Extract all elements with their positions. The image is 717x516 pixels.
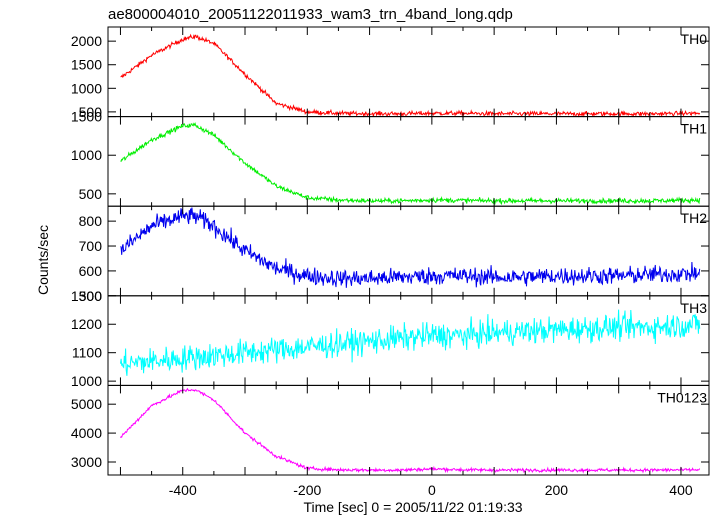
panel-th1: 500 1000 1500 TH1	[71, 109, 710, 207]
y-tick-label: 500	[79, 186, 103, 202]
y-tick-label: 700	[79, 238, 103, 254]
series-line-th0123	[120, 387, 701, 474]
y-tick-label: 4000	[71, 425, 102, 441]
y-tick-label: 2000	[71, 33, 102, 49]
panel-th3: 1000 1100 1200 1300 TH3	[71, 288, 710, 389]
y-tick-label: 1100	[72, 345, 102, 361]
y-tick-label: 1200	[71, 316, 102, 332]
y-tick-label: 1500	[71, 109, 102, 125]
x-tick-label: -200	[293, 482, 321, 498]
y-tick-label: 800	[79, 213, 103, 229]
y-tick-label: 1000	[71, 80, 102, 96]
panel-label-th3: TH3	[681, 300, 708, 316]
panel-label-th1: TH1	[681, 121, 708, 137]
y-tick-label: 1500	[71, 57, 102, 73]
x-tick-label: 400	[669, 482, 693, 498]
y-tick-label: 1000	[71, 147, 102, 163]
series-line-th1	[120, 121, 701, 206]
panel-label-th0: TH0	[681, 31, 708, 47]
y-tick-label: 5000	[71, 396, 102, 412]
chart-title: ae800004010_20051122011933_wam3_trn_4ban…	[108, 6, 513, 23]
y-tick-label: 500	[79, 288, 103, 304]
series-line-th2	[120, 207, 701, 288]
y-tick-label: 600	[79, 263, 103, 279]
x-tick-label: 200	[545, 482, 569, 498]
series-line-th3	[120, 309, 701, 376]
y-tick-label: 500	[79, 104, 103, 120]
panel-th2: 500 600 700 800 TH2	[79, 205, 710, 304]
x-tick-label: 0	[428, 482, 436, 498]
y-tick-label: 3000	[71, 454, 102, 470]
x-tick-label: -400	[169, 482, 197, 498]
panel-label-th0123: TH0123	[657, 389, 707, 405]
panel-th0: 500 1000 1500 2000 TH0	[71, 26, 710, 120]
series-line-th0	[120, 33, 701, 118]
panel-frame-th0	[107, 26, 710, 118]
panel-frame-th0123	[107, 384, 710, 476]
y-tick-label: 1000	[71, 373, 102, 389]
panel-label-th2: TH2	[681, 210, 708, 226]
y-axis-label: Counts/sec	[35, 225, 51, 295]
panel-th0123: 3000 4000 5000 TH0123	[71, 384, 710, 476]
x-axis-label: Time [sec] 0 = 2005/11/22 01:19:33	[303, 499, 522, 515]
y-tick-label: 1300	[71, 288, 102, 304]
panel-frame-th1	[107, 116, 710, 207]
